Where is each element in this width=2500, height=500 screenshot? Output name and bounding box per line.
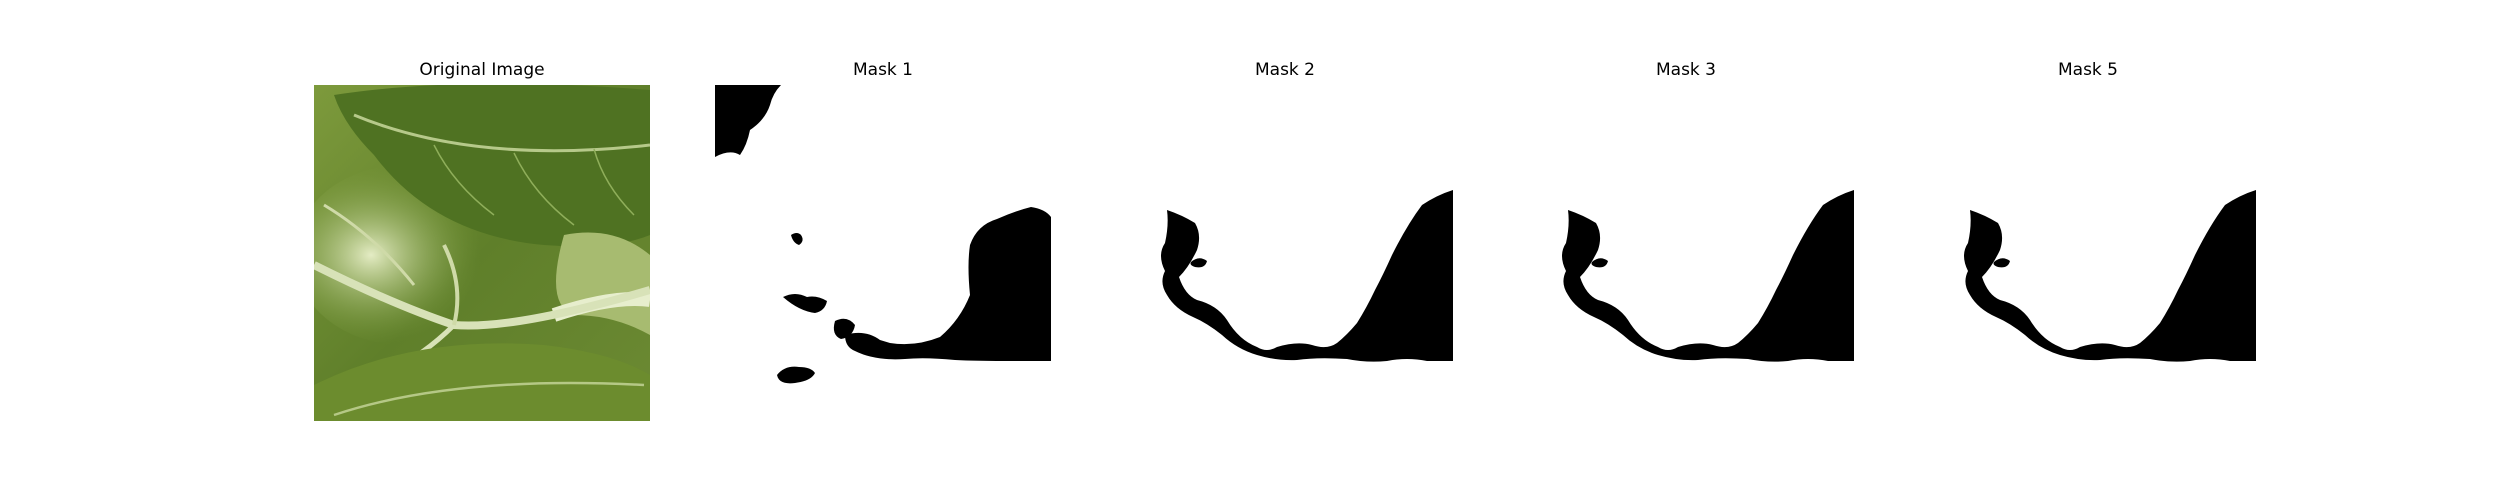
panel-title: Original Image [419, 60, 545, 80]
panel-original-image: Original Image [314, 0, 650, 500]
mask-image [715, 85, 1051, 384]
leaf-photo [314, 85, 650, 421]
panel-mask-2: Mask 2 [1117, 0, 1453, 500]
panel-mask-3: Mask 3 [1518, 0, 1854, 500]
panel-mask-1: Mask 1 [715, 0, 1051, 500]
mask-image [1562, 190, 1854, 362]
panel-title: Mask 3 [1655, 60, 1716, 80]
panel-title: Mask 2 [1254, 60, 1315, 80]
mask-image [1161, 190, 1453, 362]
mask-image [1964, 190, 2256, 362]
panel-mask-5: Mask 5 [1920, 0, 2256, 500]
panel-title: Mask 1 [852, 60, 913, 80]
panel-title: Mask 5 [2057, 60, 2118, 80]
